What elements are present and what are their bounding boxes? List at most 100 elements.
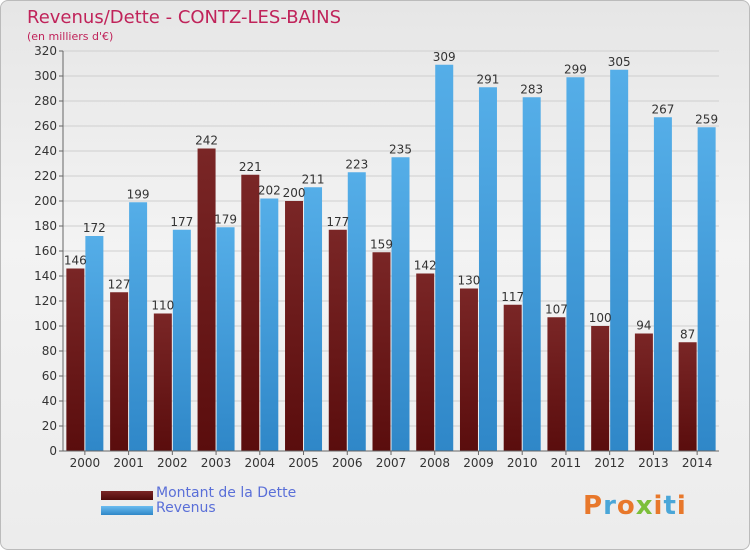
y-tick-label: 120 bbox=[34, 294, 57, 308]
bar-dette bbox=[372, 252, 391, 451]
bar-revenus bbox=[347, 172, 366, 451]
bar-revenus bbox=[172, 229, 191, 451]
logo-letter: x bbox=[635, 491, 654, 521]
y-tick-label: 220 bbox=[34, 169, 57, 183]
bar-revenus bbox=[478, 87, 497, 451]
x-tick-label: 2002 bbox=[157, 456, 188, 470]
logo-letter: P bbox=[583, 491, 604, 521]
logo-letter: t bbox=[663, 491, 677, 521]
legend-swatch-dette bbox=[101, 491, 153, 500]
y-tick-label: 100 bbox=[34, 319, 57, 333]
y-tick-label: 140 bbox=[34, 269, 57, 283]
data-label-dette: 146 bbox=[64, 254, 87, 268]
data-label-dette: 242 bbox=[195, 134, 218, 148]
bar-dette bbox=[241, 174, 260, 451]
x-tick-label: 2006 bbox=[332, 456, 363, 470]
bar-dette bbox=[197, 148, 216, 451]
data-label-revenus: 172 bbox=[83, 221, 106, 235]
bar-dette bbox=[110, 292, 129, 451]
legend-swatch-revenus bbox=[101, 506, 153, 515]
bar-dette bbox=[634, 333, 653, 451]
data-label-revenus: 179 bbox=[214, 212, 237, 226]
x-tick-label: 2010 bbox=[507, 456, 538, 470]
y-tick-label: 40 bbox=[42, 394, 57, 408]
data-label-dette: 110 bbox=[151, 299, 174, 313]
data-label-revenus: 309 bbox=[433, 50, 456, 64]
x-tick-label: 2009 bbox=[463, 456, 494, 470]
bar-dette bbox=[591, 326, 610, 451]
y-tick-label: 80 bbox=[42, 344, 57, 358]
chart-title: Revenus/Dette - CONTZ-LES-BAINS bbox=[27, 7, 342, 28]
x-tick-label: 2000 bbox=[70, 456, 101, 470]
x-tick-label: 2003 bbox=[201, 456, 232, 470]
logo-letter: o bbox=[616, 491, 636, 521]
y-tick-label: 280 bbox=[34, 94, 57, 108]
x-tick-label: 2004 bbox=[245, 456, 276, 470]
bar-revenus bbox=[610, 69, 629, 451]
bar-dette bbox=[459, 288, 478, 451]
y-tick-label: 260 bbox=[34, 119, 57, 133]
bar-dette bbox=[153, 313, 172, 451]
bar-dette bbox=[328, 229, 347, 451]
data-label-revenus: 211 bbox=[302, 172, 325, 186]
chart-subtitle: (en milliers d'€) bbox=[27, 30, 114, 43]
x-tick-label: 2008 bbox=[419, 456, 450, 470]
data-label-revenus: 202 bbox=[258, 184, 281, 198]
logo-letter: i bbox=[676, 491, 687, 521]
bar-dette bbox=[547, 317, 566, 451]
axes: 0 20 40 60 80 100 120 140 160 180 200 220 240 260 280 3… bbox=[34, 44, 719, 470]
data-label-revenus: 259 bbox=[695, 112, 718, 126]
bar-revenus bbox=[391, 157, 410, 451]
legend-label-dette: Montant de la Dette bbox=[156, 485, 297, 501]
legend-label-revenus: Revenus bbox=[156, 500, 216, 516]
grid-lines bbox=[63, 50, 719, 452]
bar-dette bbox=[503, 304, 522, 451]
data-label-dette: 127 bbox=[108, 277, 131, 291]
x-tick-label: 2007 bbox=[376, 456, 407, 470]
bar-revenus bbox=[85, 236, 104, 451]
y-tick-label: 160 bbox=[34, 244, 57, 258]
data-label-dette: 107 bbox=[545, 302, 568, 316]
y-tick-label: 200 bbox=[34, 194, 57, 208]
x-tick-label: 2011 bbox=[551, 456, 582, 470]
y-tick-label: 180 bbox=[34, 219, 57, 233]
y-tick-label: 0 bbox=[49, 444, 57, 458]
data-label-revenus: 283 bbox=[520, 82, 543, 96]
bar-revenus bbox=[522, 97, 541, 451]
x-tick-label: 2012 bbox=[594, 456, 625, 470]
data-label-dette: 94 bbox=[636, 319, 651, 333]
x-tick-label: 2013 bbox=[638, 456, 669, 470]
x-tick-label: 2005 bbox=[288, 456, 319, 470]
data-label-revenus: 305 bbox=[608, 55, 631, 69]
data-label-dette: 87 bbox=[680, 327, 695, 341]
x-tick-label: 2014 bbox=[682, 456, 713, 470]
y-tick-label: 60 bbox=[42, 369, 57, 383]
bar-revenus bbox=[129, 202, 148, 451]
x-tick-label: 2001 bbox=[113, 456, 144, 470]
bar-revenus bbox=[566, 77, 585, 451]
bar-dette bbox=[678, 342, 697, 451]
bar-dette bbox=[285, 201, 304, 451]
y-tick-label: 240 bbox=[34, 144, 57, 158]
proxiti-logo: Proxiti bbox=[583, 491, 687, 521]
bar-revenus bbox=[697, 127, 716, 451]
logo-letter: r bbox=[603, 491, 617, 521]
y-tick-label: 300 bbox=[34, 69, 57, 83]
data-label-revenus: 299 bbox=[564, 62, 587, 76]
data-label-dette: 130 bbox=[458, 274, 481, 288]
bar-dette bbox=[416, 273, 435, 451]
data-label-dette: 117 bbox=[501, 290, 524, 304]
y-tick-label: 320 bbox=[34, 44, 57, 58]
data-label-dette: 100 bbox=[589, 311, 612, 325]
y-tick-label: 20 bbox=[42, 419, 57, 433]
data-label-revenus: 199 bbox=[127, 187, 150, 201]
bar-revenus bbox=[435, 64, 454, 451]
data-label-revenus: 267 bbox=[651, 102, 674, 116]
data-label-revenus: 291 bbox=[477, 72, 500, 86]
bar-revenus bbox=[304, 187, 323, 451]
data-label-revenus: 177 bbox=[170, 215, 193, 229]
data-label-revenus: 223 bbox=[345, 157, 368, 171]
